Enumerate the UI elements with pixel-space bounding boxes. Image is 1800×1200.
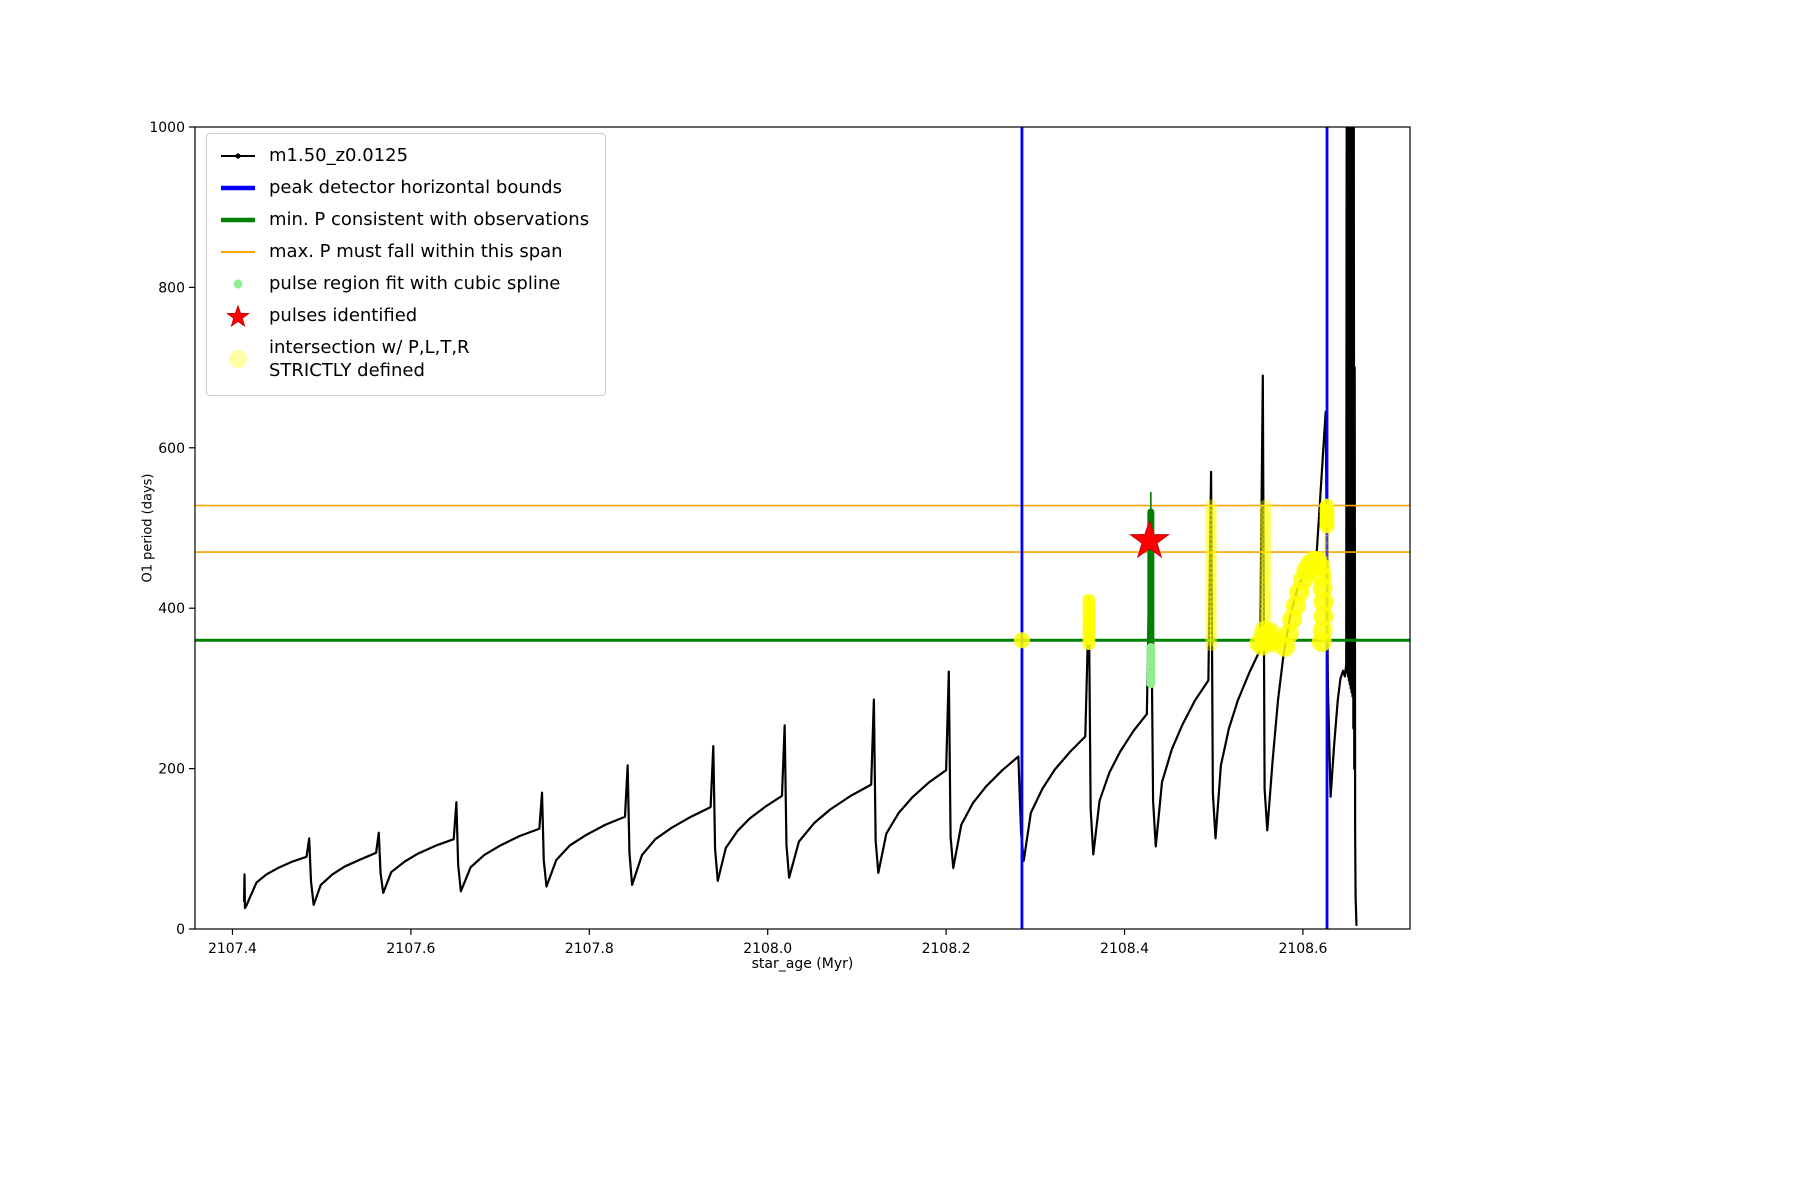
legend-label: intersection w/ P,L,T,R STRICTLY defined: [269, 337, 470, 382]
x-tick-label: 2107.8: [565, 941, 614, 957]
y-axis-label: O1 period (days): [140, 473, 156, 583]
yellow-dot-swatch: [219, 347, 257, 371]
intersection-right-bound-column: [1322, 527, 1332, 645]
legend-label: pulse region fit with cubic spline: [269, 273, 561, 295]
pulse-star-marker: [1129, 519, 1170, 559]
y-tick-label: 800: [158, 280, 185, 296]
legend-label: min. P consistent with observations: [269, 209, 590, 231]
legend-entry-series: m1.50_z0.0125: [219, 144, 589, 168]
legend: m1.50_z0.0125 peak detector horizontal b…: [206, 133, 607, 396]
line-dot-swatch: [219, 144, 257, 168]
y-tick-label: 1000: [149, 120, 185, 136]
legend-entry-max-p: max. P must fall within this span: [219, 240, 589, 264]
lightgreen-dot-swatch: [219, 272, 257, 296]
y-tick-label: 600: [158, 441, 185, 457]
green-line-swatch: [219, 208, 257, 232]
x-tick-label: 2108.6: [1278, 941, 1327, 957]
legend-label: max. P must fall within this span: [269, 241, 563, 263]
axes: 2107.4 2107.6 2107.8 2108.0 2108.2 2108.4 2108…: [149, 120, 1411, 957]
legend-entry-pulses: pulses identified: [219, 304, 589, 328]
intersection-crescent: [1275, 550, 1334, 657]
orange-line-swatch: [219, 240, 257, 264]
y-tick-label: 0: [176, 922, 185, 938]
legend-entry-peak-bounds: peak detector horizontal bounds: [219, 176, 589, 200]
legend-label: m1.50_z0.0125: [269, 145, 409, 167]
legend-entry-min-p: min. P consistent with observations: [219, 208, 589, 232]
intersection-left-bound-dot: [1013, 632, 1030, 649]
legend-entry-pulse-fit: pulse region fit with cubic spline: [219, 272, 589, 296]
blue-line-swatch: [219, 176, 257, 200]
x-axis-label: star_age (Myr): [751, 956, 854, 972]
x-tick-label: 2107.4: [208, 941, 257, 957]
red-star-swatch: [219, 304, 257, 328]
x-tick-label: 2108.2: [922, 941, 971, 957]
x-tick-label: 2108.4: [1100, 941, 1149, 957]
y-tick-label: 200: [158, 762, 185, 778]
series-m1.50_z0.0125: [242, 127, 1358, 927]
y-tick-label: 400: [158, 601, 185, 617]
intersection-column-2108.497: [1205, 499, 1218, 652]
legend-label: peak detector horizontal bounds: [269, 177, 562, 199]
plot-area: [195, 127, 1410, 929]
intersection-right-bound-top-blob: [1319, 498, 1335, 534]
intersection-column-2108.36: [1082, 593, 1096, 650]
legend-entry-intersection: intersection w/ P,L,T,R STRICTLY defined: [219, 336, 589, 383]
x-tick-label: 2107.6: [386, 941, 435, 957]
spline-dots: [1146, 643, 1156, 689]
legend-label: pulses identified: [269, 305, 418, 327]
x-tick-label: 2108.0: [743, 941, 792, 957]
